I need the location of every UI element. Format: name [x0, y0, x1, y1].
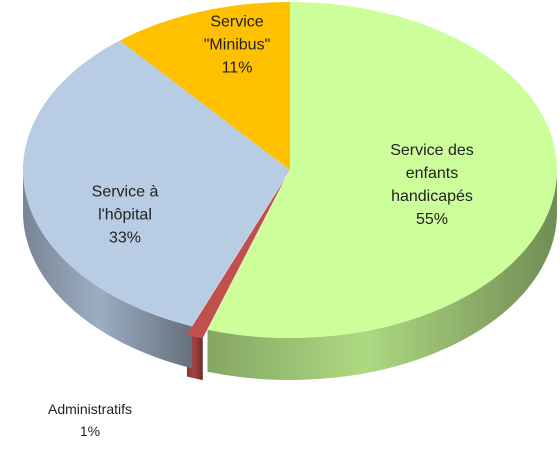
data-label: Service "Minibus" 11% — [192, 11, 282, 80]
slice — [119, 2, 290, 170]
value-label: 33% — [108, 229, 142, 247]
slice — [22, 40, 290, 327]
slice — [207, 2, 557, 338]
data-label: Service des enfants handicapés 55% — [367, 139, 497, 231]
data-label: Administratifs 1% — [20, 398, 160, 442]
value-label: 1% — [79, 423, 101, 439]
value-label: 55% — [415, 211, 449, 228]
slice-side-shade — [207, 170, 557, 381]
slice — [186, 178, 286, 339]
category-label: Administratifs — [47, 401, 133, 417]
category-label: Service des enfants handicapés — [390, 142, 474, 205]
slice-side-shade — [23, 170, 192, 369]
data-label: Service à l'hôpital 33% — [75, 181, 175, 250]
value-label: 11% — [221, 59, 253, 77]
category-label: Service "Minibus" — [203, 13, 271, 54]
category-label: Service à l'hôpital — [91, 183, 159, 224]
